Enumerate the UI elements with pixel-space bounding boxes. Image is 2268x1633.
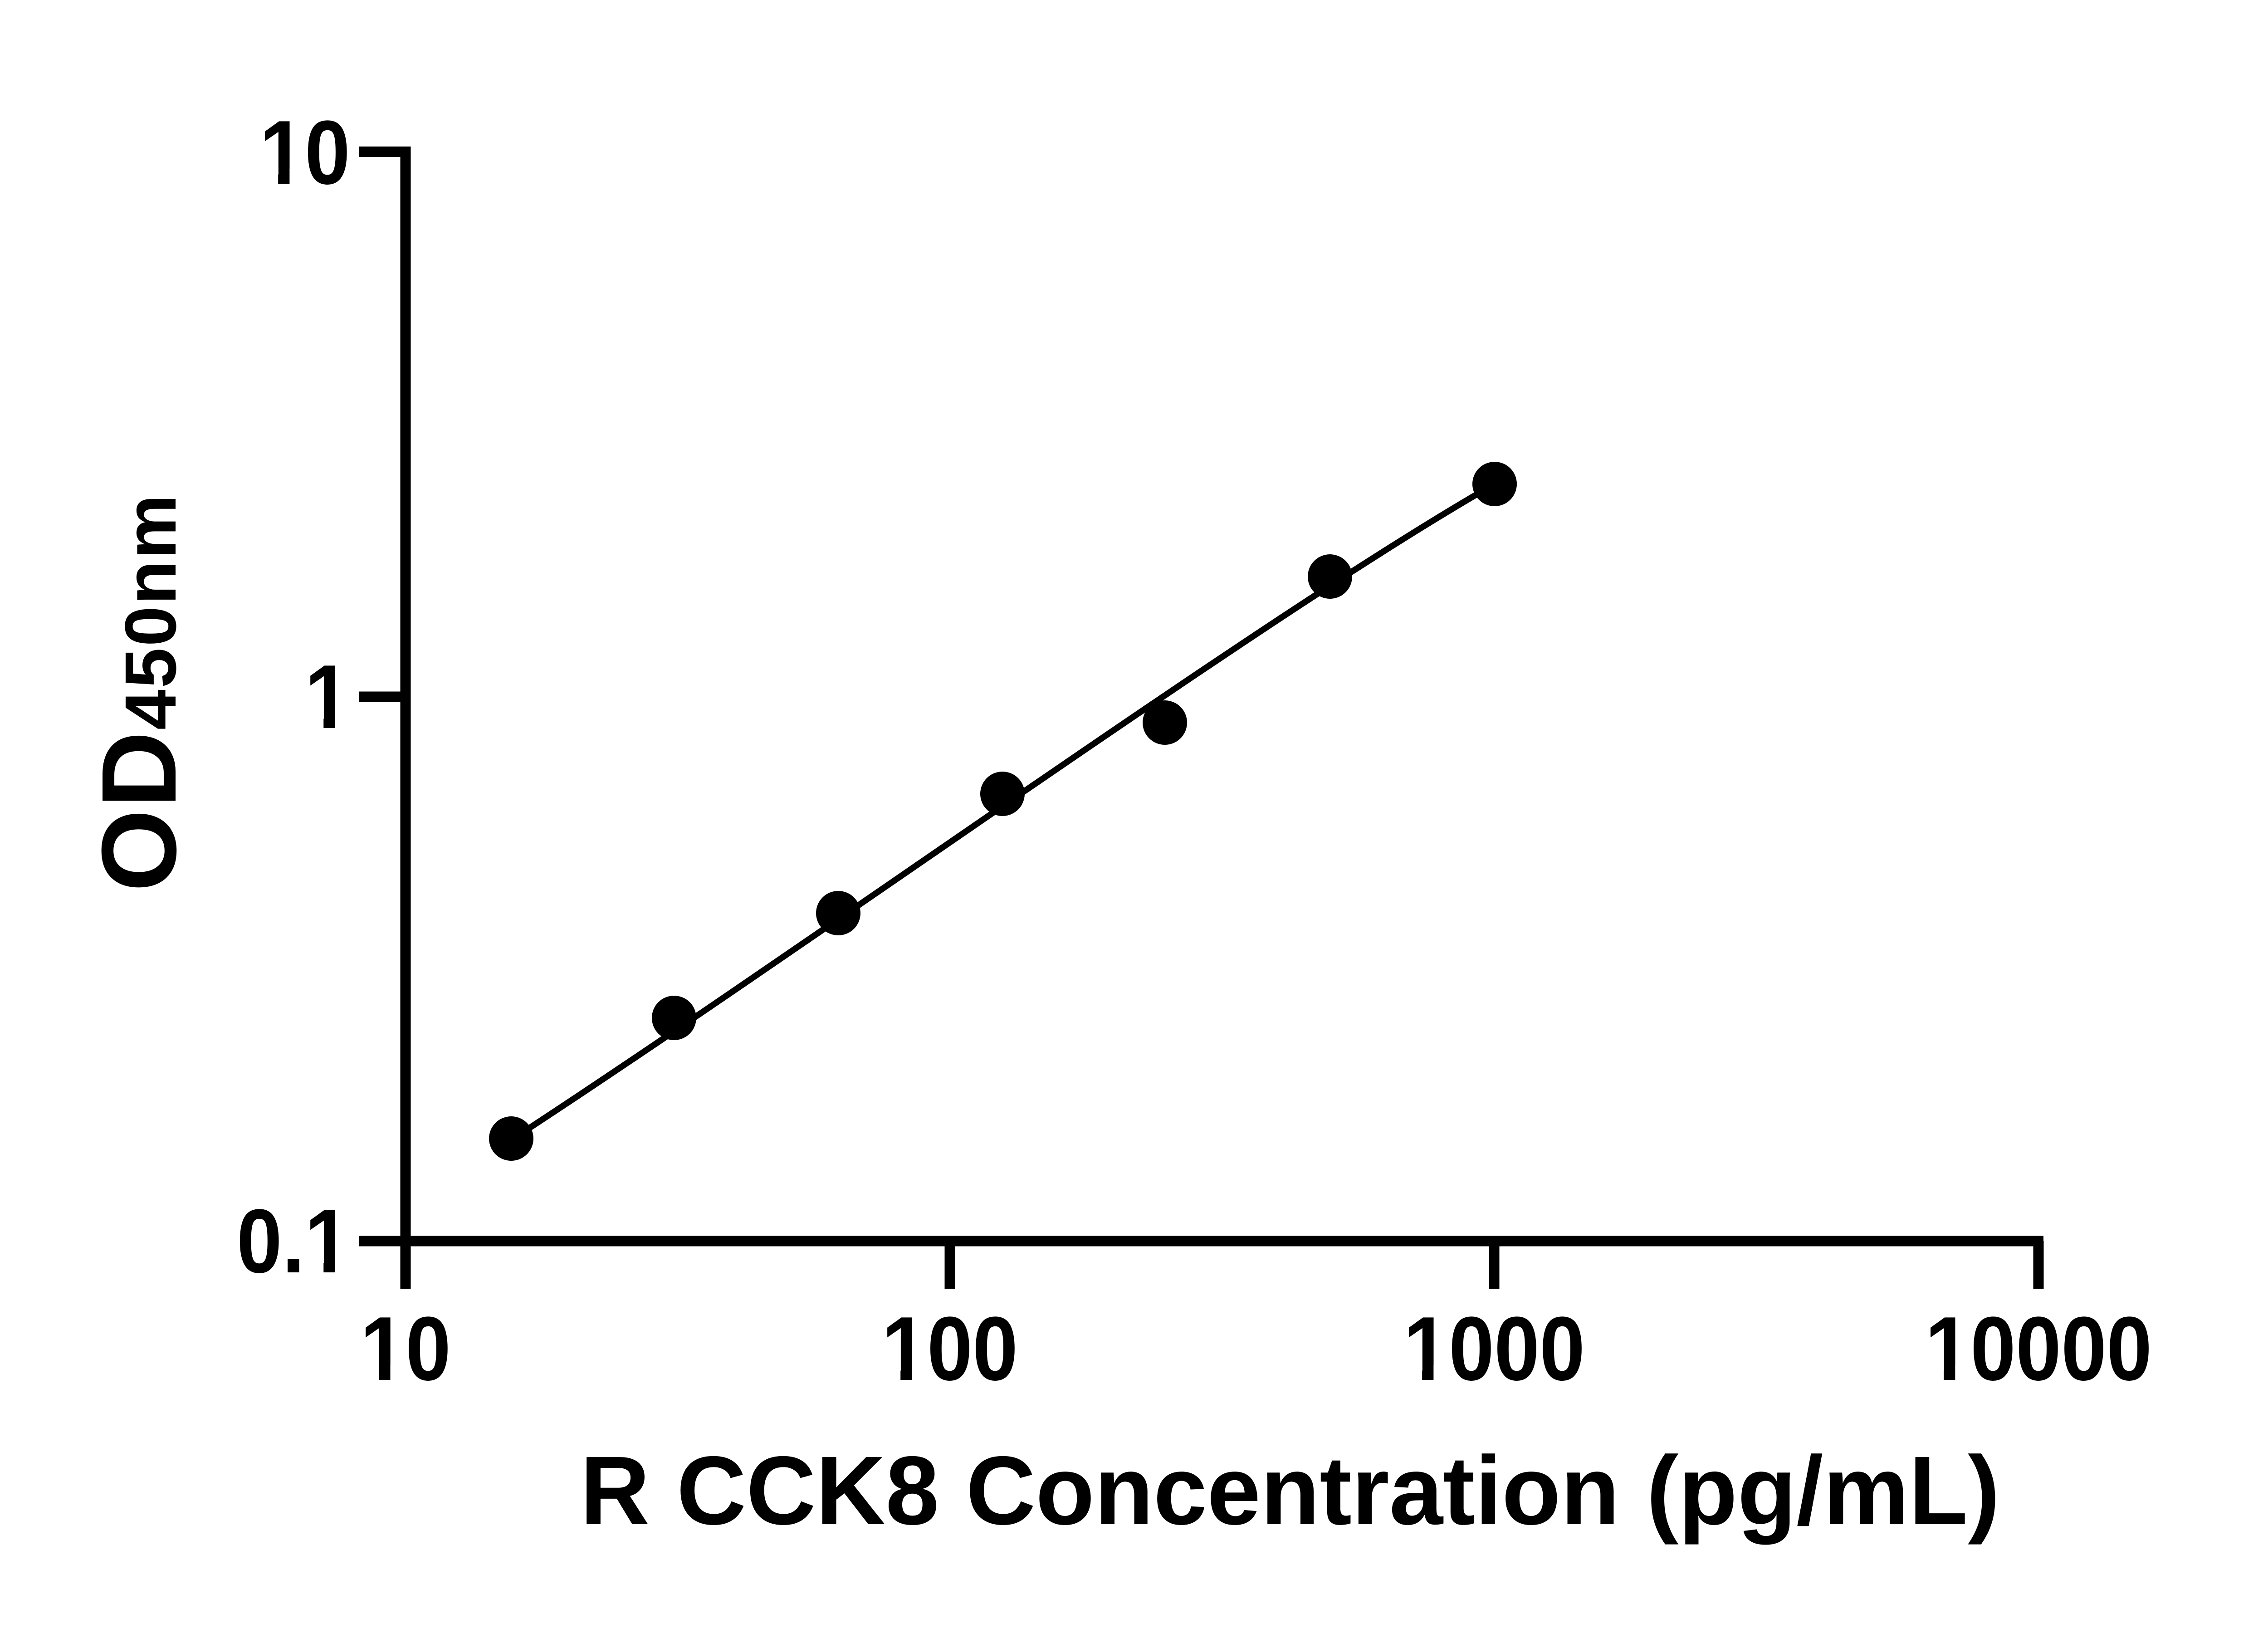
svg-text:R CCK8 Concentration (pg/mL): R CCK8 Concentration (pg/mL) bbox=[580, 1436, 2000, 1545]
svg-text:10: 10 bbox=[360, 1298, 451, 1399]
svg-text:10000: 10000 bbox=[1925, 1298, 2152, 1399]
svg-text:10: 10 bbox=[259, 102, 350, 203]
svg-text:OD450nm: OD450nm bbox=[79, 493, 198, 892]
svg-text:1: 1 bbox=[305, 646, 350, 748]
svg-text:0.1: 0.1 bbox=[237, 1191, 350, 1292]
svg-text:1000: 1000 bbox=[1403, 1298, 1585, 1399]
svg-text:100: 100 bbox=[882, 1298, 1018, 1399]
